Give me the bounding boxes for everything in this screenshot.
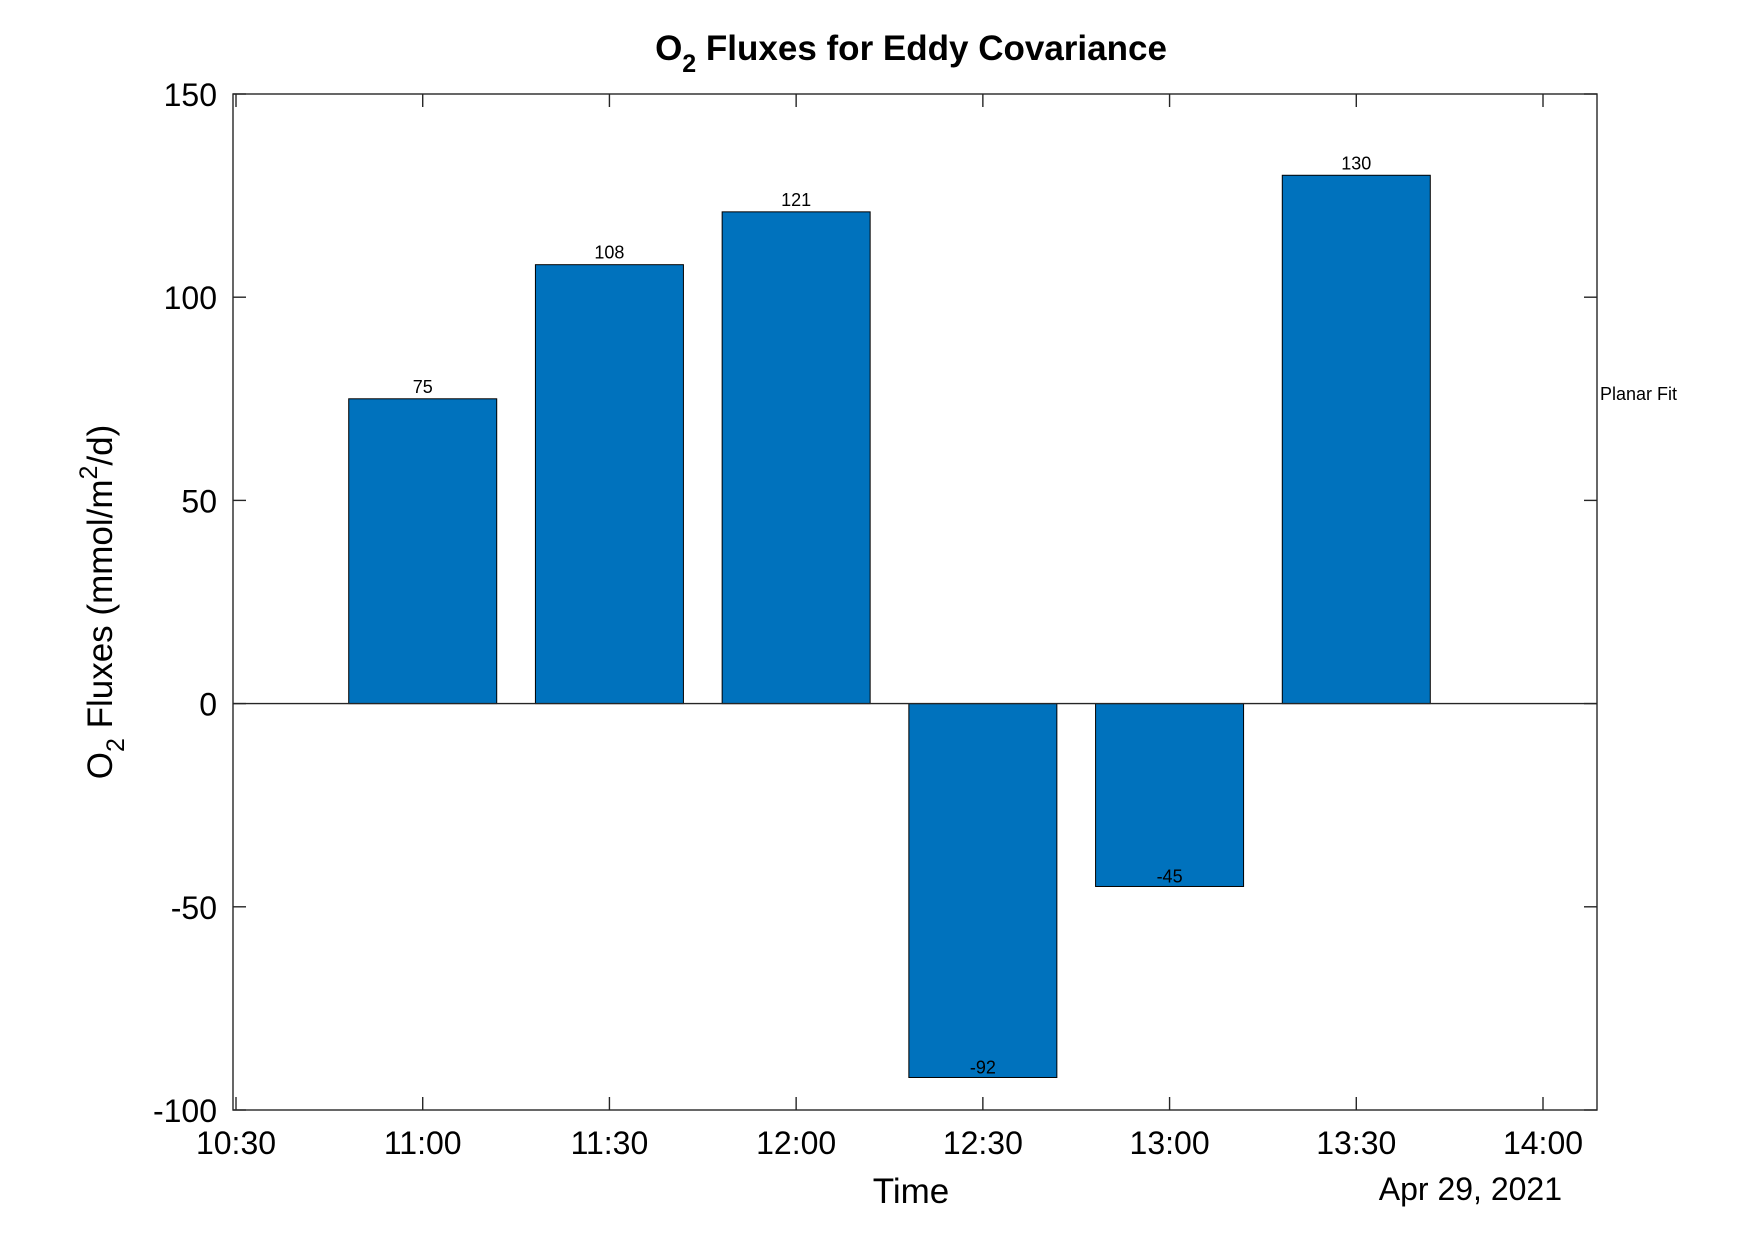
x-axis-label: Time [873,1172,949,1211]
x-tick-label: 12:30 [943,1125,1023,1161]
x-tick-label: 11:00 [384,1125,462,1161]
plot-area: 75 108 121 -92 -45 130 150 100 50 0 -50 -100 10:30… [153,77,1598,1161]
y-tick-label: 150 [164,77,217,113]
bar-value-label: 75 [413,377,433,397]
bar-value-label: -45 [1157,866,1183,886]
bar [721,211,871,705]
y-axis-label: O2 Fluxes (mmol/m2/d) [75,425,130,780]
chart-title: O2 Fluxes for Eddy Covariance [655,29,1167,78]
y-tick-label: 100 [164,280,217,316]
bar [1281,174,1431,705]
x-tick-label: 13:00 [1130,1125,1210,1161]
bar-value-label: 130 [1341,153,1371,173]
bar-series [348,174,1431,1078]
bar [1095,703,1245,887]
bar-value-label: -92 [970,1057,996,1077]
y-tick-label: 0 [199,687,217,723]
bar [534,264,684,705]
x-axis-ticks: 10:30 11:00 11:30 12:00 12:30 13:00 13:30 14:00 [196,94,1583,1161]
y-axis-ticks: 150 100 50 0 -50 -100 [153,77,1597,1129]
x-tick-label: 13:30 [1316,1125,1396,1161]
y-tick-label: -100 [153,1093,217,1129]
x-axis-date-label: Apr 29, 2021 [1379,1171,1562,1207]
y-tick-label: -50 [171,890,217,926]
bar-value-label: 108 [594,243,624,263]
x-tick-label: 12:00 [756,1125,836,1161]
bar [908,703,1058,1078]
bar-data-labels: 75 108 121 -92 -45 130 [413,153,1372,1077]
x-tick-label: 14:00 [1503,1125,1583,1161]
bar-value-label: 121 [781,190,811,210]
bar [348,398,498,705]
planar-fit-annotation: Planar Fit [1600,384,1677,404]
y-tick-label: 50 [181,483,217,519]
x-tick-label: 10:30 [196,1125,276,1161]
x-tick-label: 11:30 [571,1125,649,1161]
